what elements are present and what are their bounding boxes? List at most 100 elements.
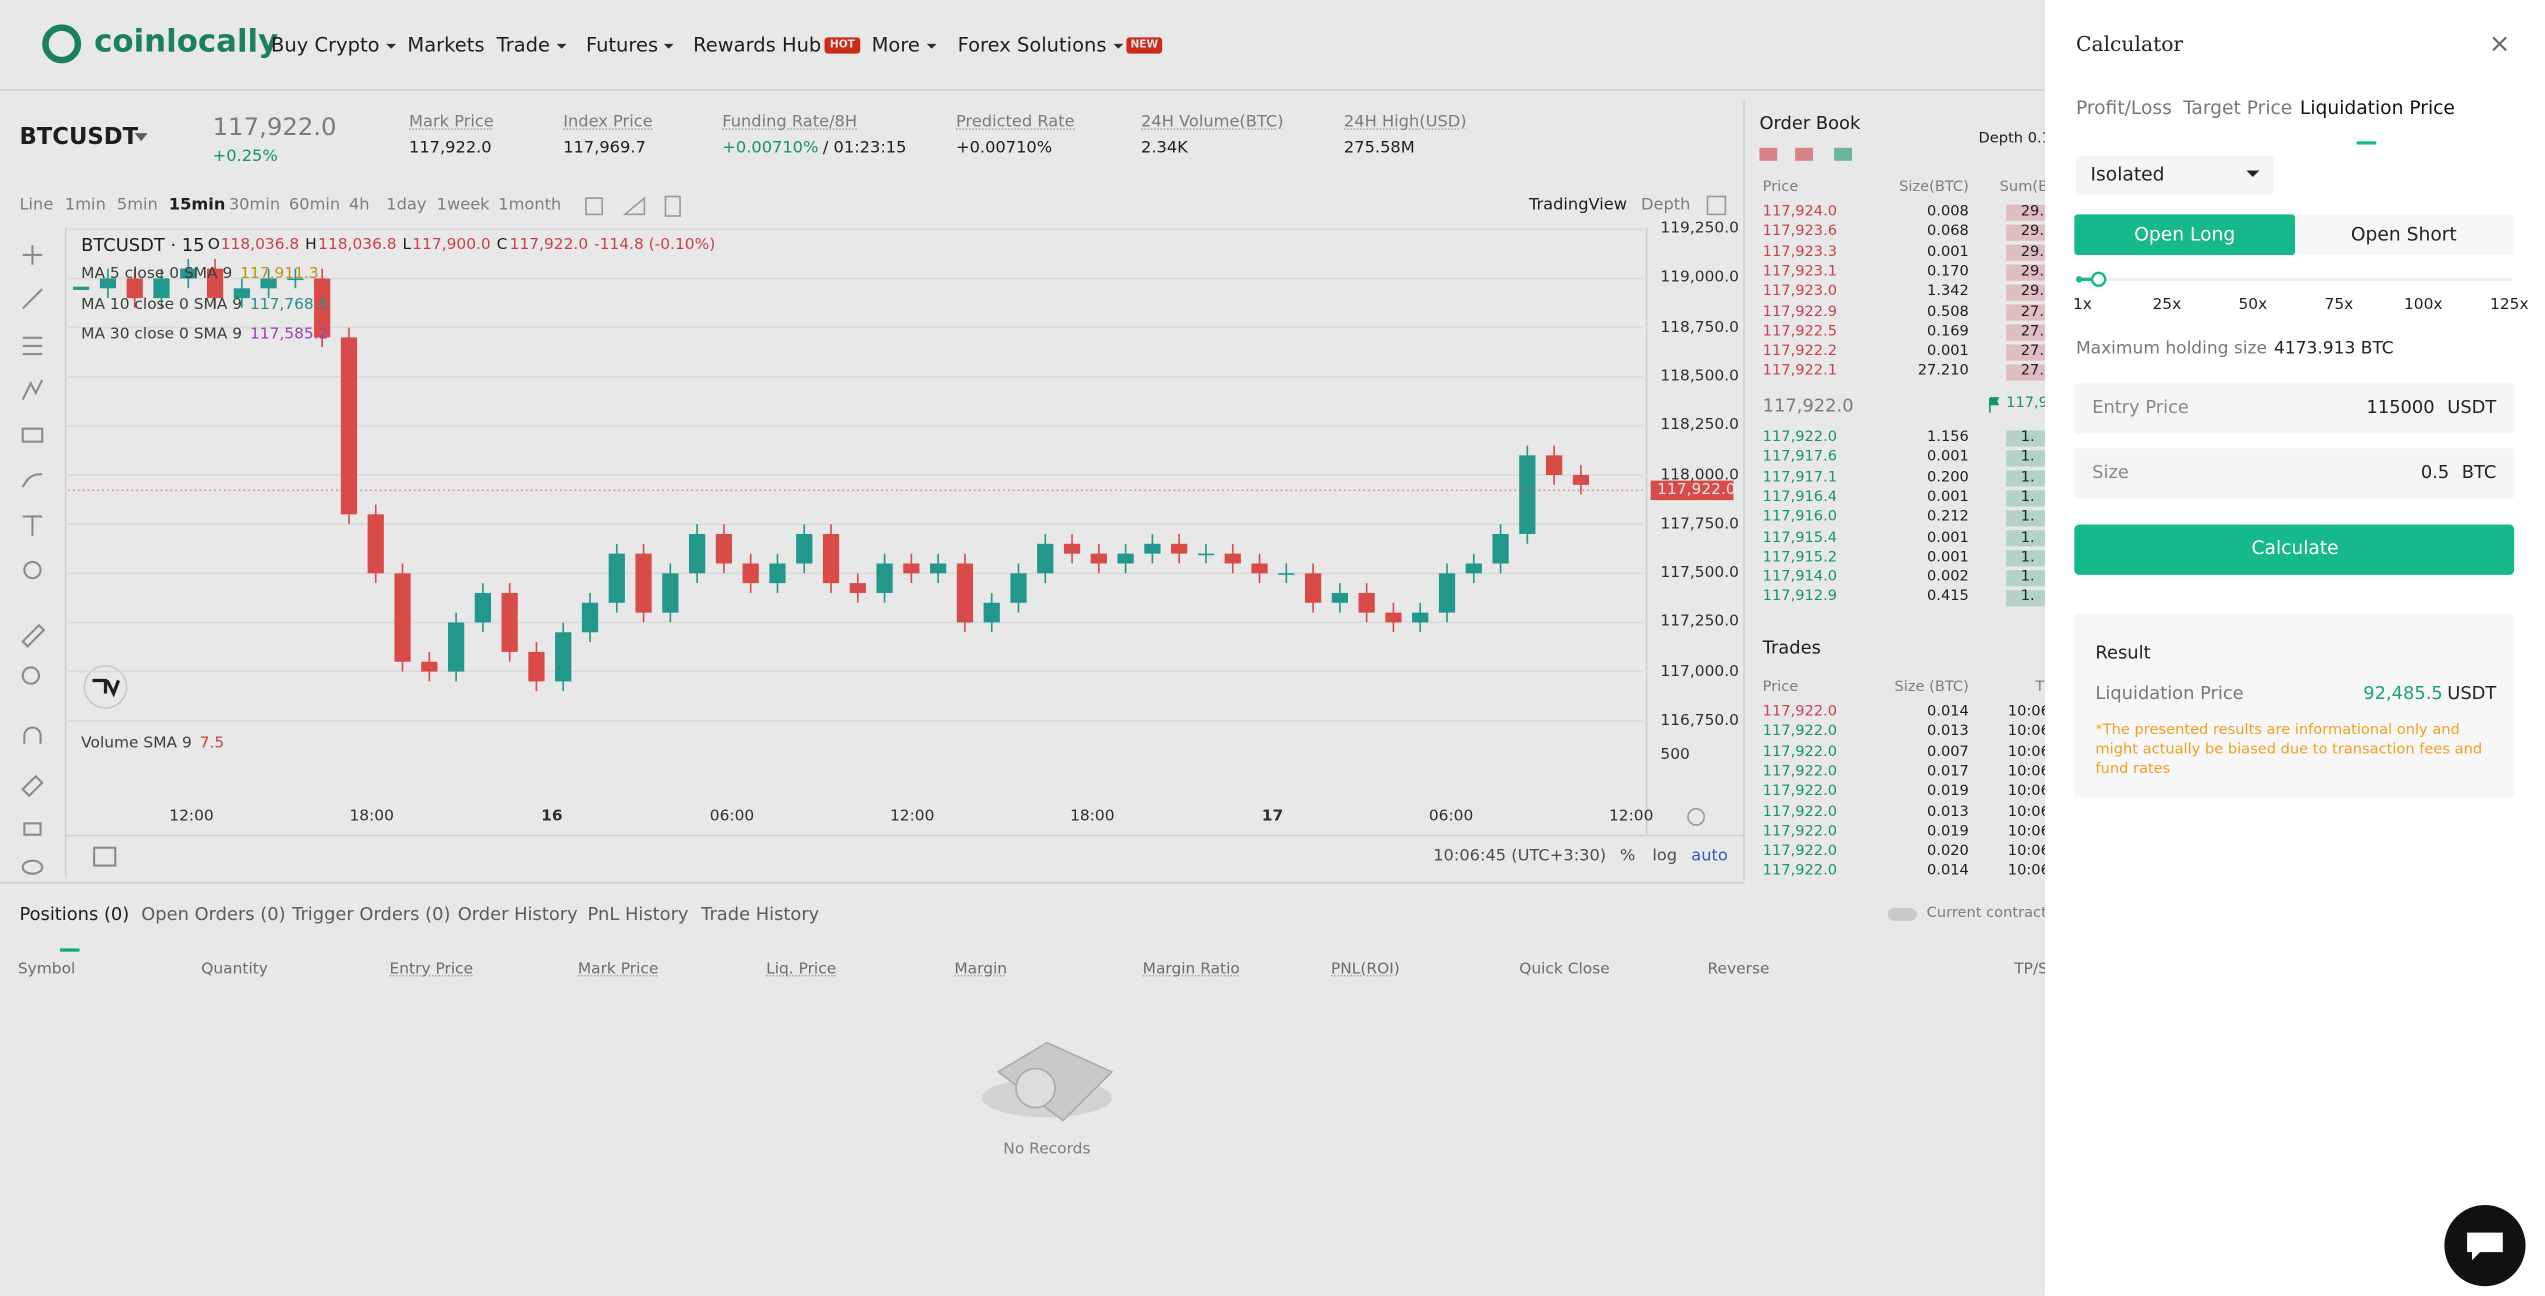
position-tab[interactable]: Trade History [701,903,820,925]
chart [0,24,2046,1122]
position-tab[interactable]: PnL History [587,903,689,925]
tool-icon [22,515,43,536]
ma-value: 117,585.2 [249,325,329,344]
scale-option[interactable]: % [1619,847,1636,866]
ob-sum: 27. [2020,343,2045,361]
interval[interactable]: Line [19,196,54,215]
dropdown-arrow [2246,170,2260,178]
interval[interactable]: 5min [116,196,158,215]
nav-item[interactable]: More [871,33,920,57]
ob-sum: 27. [2020,303,2045,321]
stat-label: Predicted Rate [956,113,1075,132]
calc-tab[interactable]: Profit/Loss [2075,95,2172,119]
interval[interactable]: 30min [228,196,281,215]
tool-icon [21,774,44,798]
modal-overlay[interactable] [0,0,2046,1296]
trade-price: 117,922.0 [1762,744,1838,761]
nav-item[interactable]: Trade [496,33,551,57]
candle [314,278,331,338]
chart-mode[interactable]: TradingView [1528,196,1628,215]
position-tab[interactable]: Positions (0) [19,903,130,925]
interval[interactable]: 1min [64,196,106,215]
nav-item[interactable]: Markets [407,33,485,57]
drawing-tools [21,245,117,875]
interval[interactable]: 60min [288,196,341,215]
input-label: Size [2092,461,2129,483]
col-header: T [2035,679,2045,697]
volume-tick: 500 [1660,745,1690,764]
scale-option[interactable]: log [1652,847,1678,866]
calc-tab[interactable]: Target Price [2183,95,2293,119]
tool-icon [21,379,44,400]
ob-sum: 1. [2020,529,2035,546]
trade-size: 0.019 [1927,784,1969,801]
divider [0,881,1745,884]
select[interactable] [2075,155,2274,195]
y-tick-label: 117,000.0 [1660,662,1739,681]
settings-icon[interactable] [1687,807,1706,826]
slider-knob[interactable] [2090,271,2107,288]
trade-time: 10:06 [2007,843,2045,861]
nav-item[interactable]: Futures [585,33,659,57]
ob-size: 0.001 [1927,449,1969,466]
scale-option[interactable]: auto [1691,847,1728,866]
input[interactable] [2074,448,2515,499]
legend-change: -114.8 (-0.10%) [594,235,716,254]
trade-price: 117,922.0 [1762,804,1838,821]
side-button-active[interactable] [2074,214,2296,255]
margin-mode: Isolated [2090,162,2165,186]
divider [1645,227,1648,837]
divider [0,89,2046,91]
ob-size: 0.001 [1927,489,1969,506]
price-change: +0.25% [212,147,278,166]
input[interactable] [2074,383,2515,434]
toggle[interactable] [1887,907,1917,921]
depth-bar [2006,570,2046,587]
depth-bar [2006,324,2046,341]
position-tab[interactable]: Trigger Orders (0) [292,903,451,925]
ob-price: 117,923.1 [1762,263,1838,281]
close-icon[interactable] [2492,36,2507,52]
chart-mode[interactable]: Depth [1640,196,1691,215]
candle [501,592,518,652]
candle [956,563,974,623]
leverage-label: 1x [2072,296,2092,314]
tool-icon [21,288,43,310]
nav-item[interactable]: Rewards Hub [693,33,822,57]
button-label: Calculate [2251,536,2339,559]
position-tab[interactable]: Open Orders (0) [141,903,286,925]
candle [1492,533,1509,564]
stat-value: +0.00710% [956,139,1053,158]
interval[interactable]: 4h [348,196,370,215]
ob-sum: 1. [2020,449,2035,466]
ob-price: 117,917.1 [1762,469,1838,486]
ob-size: 0.200 [1927,469,1969,486]
candle [930,563,947,574]
interval[interactable]: 15min [168,196,226,215]
ob-sum: 29. [2020,263,2045,281]
nav-item[interactable]: Buy Crypto [271,33,380,57]
ob-price: 117,923.0 [1762,283,1838,301]
trade-time: 10:06 [2007,863,2045,881]
interval[interactable]: 1day [386,196,427,215]
nav-item[interactable]: Forex Solutions [957,33,1107,57]
candle [1144,543,1161,554]
input-label: Entry Price [2092,396,2189,419]
position-tab[interactable]: Order History [457,903,578,925]
side-button[interactable] [2295,214,2515,255]
input-unit: USDT [2447,396,2497,419]
ob-sum: 1. [2020,489,2035,506]
calculate-button[interactable] [2074,524,2515,575]
stat-label: Index Price [563,113,653,132]
result-box [2074,613,2515,798]
orderbook-title: Order Book [1759,112,1861,134]
column-header: Reverse [1707,960,1770,979]
candle [1304,573,1322,603]
result-note: *The presented results are informational… [2095,722,2483,778]
candle [1465,563,1482,574]
ob-price: 117,922.1 [1762,363,1838,381]
interval[interactable]: 1week [436,196,490,215]
calc-tab[interactable]: Liquidation Price [2299,95,2455,119]
interval[interactable]: 1month [498,196,562,215]
